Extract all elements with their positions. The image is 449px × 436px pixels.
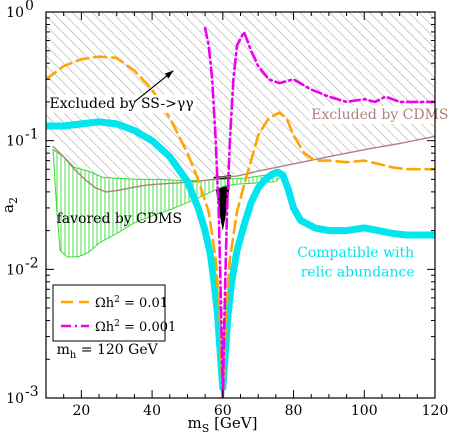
axis-ticks <box>45 12 436 399</box>
annotation-favored-cdms-label: favored by CDMS <box>57 211 182 227</box>
series-omega-001 <box>46 55 435 398</box>
y-tick-exponent: 0 <box>25 0 34 14</box>
series-omega-0001 <box>203 26 435 398</box>
plot-area <box>46 12 435 398</box>
y-axis-title: a2 <box>0 197 20 213</box>
annotation-relic-label-1: Compatible with <box>297 245 414 261</box>
x-tick-label: 60 <box>214 403 232 419</box>
annotation-excluded-cdms-label: Excluded by CDMS <box>311 107 448 123</box>
legend-label: Ωh2 = 0.001 <box>95 319 176 335</box>
legend-label: Ωh2 = 0.01 <box>95 295 168 311</box>
annotation-bg-excluded-cdms-label <box>309 105 449 124</box>
x-tick-label: 80 <box>285 403 303 419</box>
y-tick-exponent: -1 <box>25 127 39 143</box>
x-axis-title: mS [GeV] <box>188 414 258 435</box>
y-tick-exponent: -3 <box>25 384 39 400</box>
annotation-relic-label-2: relic abundance <box>301 264 415 280</box>
arrow-head <box>164 70 174 79</box>
legend: Ωh2 = 0.01 Ωh2 = 0.001 <box>52 284 176 342</box>
annotations-layer: Excluded by SS->γγ Excluded by CDMS favore… <box>47 70 449 361</box>
annotation-excluded-ssgg-label: Excluded by SS->γγ <box>50 96 194 112</box>
x-tick-label: 40 <box>143 403 161 419</box>
legend-box <box>52 284 166 342</box>
region-excluded-cdms <box>46 12 435 190</box>
series-cdms-limit <box>52 135 435 193</box>
y-tick-exponent: -2 <box>25 255 39 271</box>
y-tick-label: 10 <box>6 391 24 407</box>
series-layer <box>46 26 435 398</box>
y-tick-label: 10 <box>6 134 24 150</box>
x-tick-label: 20 <box>72 403 90 419</box>
series-relic-right <box>219 168 435 392</box>
x-tick-label: 120 <box>422 403 449 419</box>
annotation-bg-excluded-ssgg-label <box>47 94 196 113</box>
y-tick-label: 10 <box>6 5 24 21</box>
annotation-higgs-mass-label: mh = 120 GeV <box>57 342 159 361</box>
series-relic-left <box>46 118 227 392</box>
y-tick-label: 10 <box>6 262 24 278</box>
x-tick-label: 100 <box>351 403 378 419</box>
